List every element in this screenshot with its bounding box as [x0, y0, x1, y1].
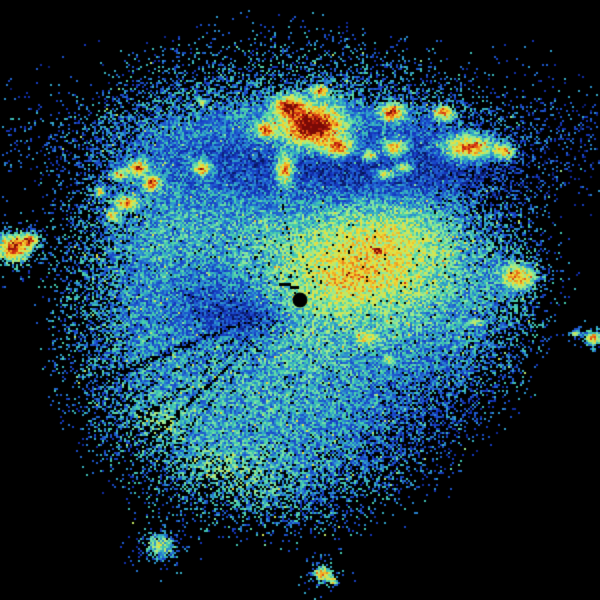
radar-ppi-canvas: [0, 0, 600, 600]
radar-display: [0, 0, 600, 600]
